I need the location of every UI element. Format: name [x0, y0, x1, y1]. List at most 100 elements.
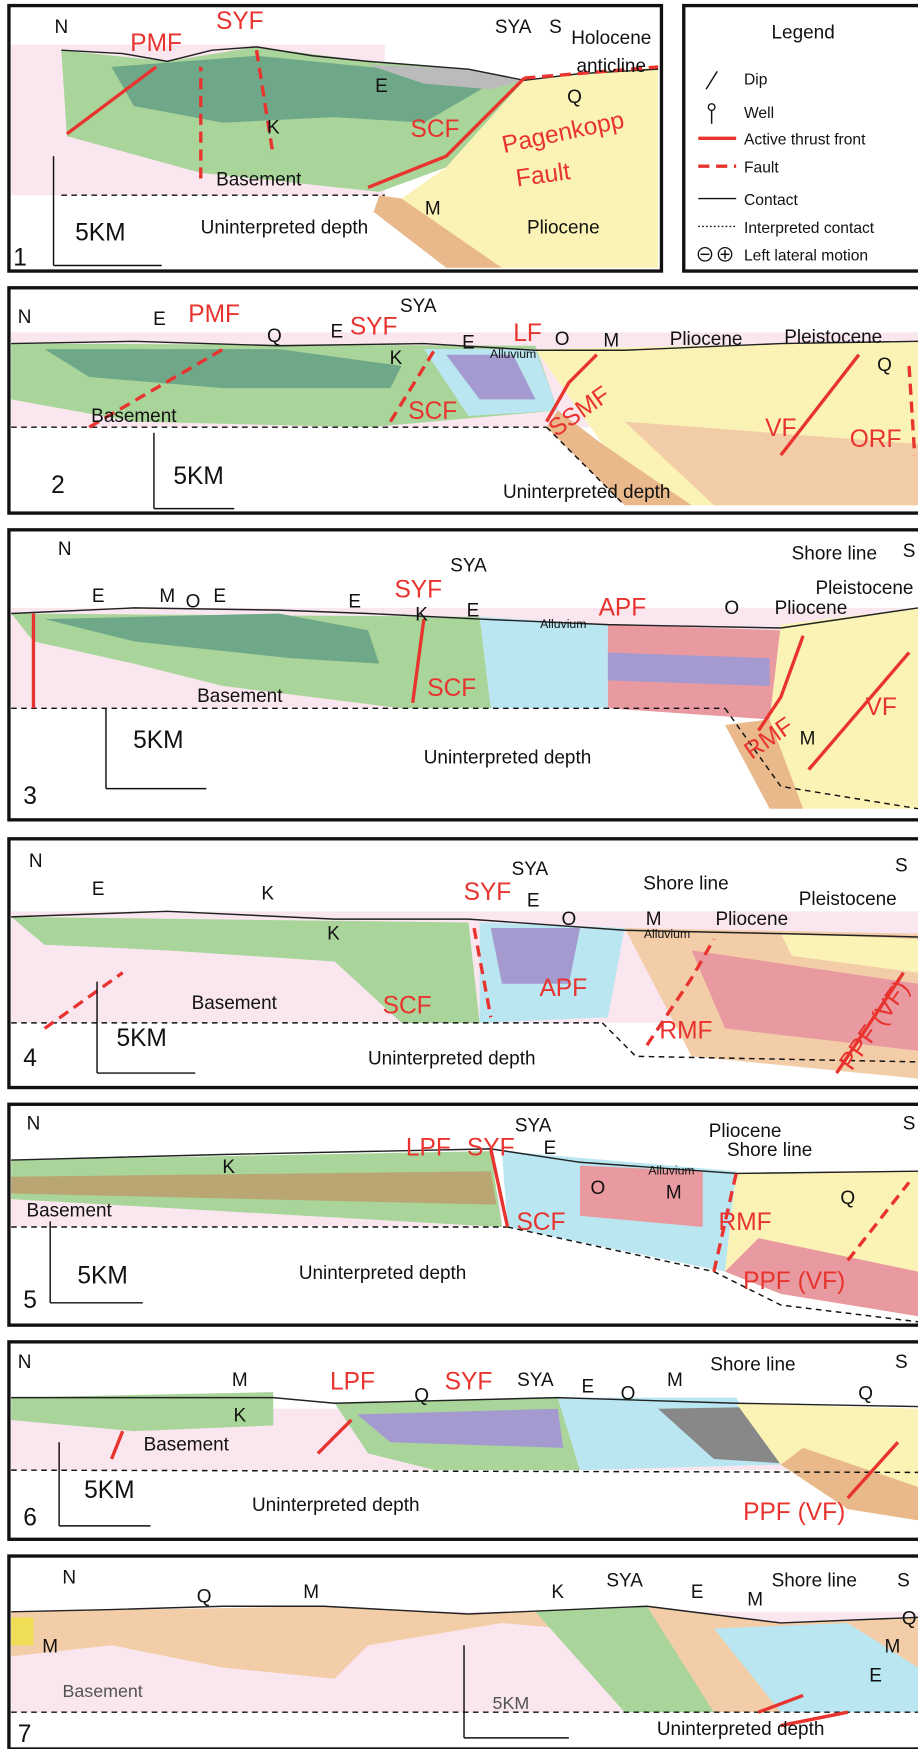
section-label: 5KM: [75, 220, 125, 247]
section-label: S: [897, 1571, 910, 1592]
section-label: Basement: [192, 993, 278, 1014]
section-label: 3: [23, 783, 37, 810]
section-label: M: [303, 1582, 319, 1603]
section-label: 5KM: [493, 1693, 530, 1713]
section-label: 5KM: [84, 1477, 134, 1504]
section-label: Q: [267, 326, 282, 347]
section-label: Shore line: [727, 1140, 812, 1161]
section-label: APF: [539, 975, 587, 1002]
legend-item: Dip: [744, 71, 768, 88]
section-label: SYA: [512, 859, 549, 880]
cross-sections: LegendDipWellActive thrust frontFaultCon…: [0, 0, 918, 1749]
section-label: Q: [840, 1188, 855, 1209]
section-label: N: [29, 851, 43, 872]
section-label: Pliocene: [670, 329, 743, 350]
legend-item: Contact: [744, 192, 798, 209]
section-label: M: [603, 330, 619, 351]
legend-item: Well: [744, 105, 774, 122]
section-label: SYA: [606, 1571, 643, 1592]
section-label: Shore line: [772, 1571, 857, 1592]
section-label: Uninterpreted depth: [252, 1495, 420, 1516]
section-label: 7: [18, 1721, 32, 1748]
section-label: PMF: [130, 30, 182, 57]
section-label: E: [544, 1138, 557, 1159]
section-label: E: [691, 1582, 704, 1603]
section-label: RMF: [659, 1017, 712, 1044]
section-label: K: [327, 924, 340, 945]
section-label: O: [621, 1383, 636, 1404]
section-label: PPF (VF): [743, 1268, 845, 1295]
section-label: Basement: [91, 406, 177, 427]
page: {"legend": {"title": "Legend", "items": …: [0, 0, 918, 1749]
section-label: E: [348, 591, 361, 612]
section-label: 1: [13, 244, 27, 271]
section-label: SYF: [394, 577, 442, 604]
section-label: S: [895, 856, 908, 877]
section-label: Pliocene: [715, 909, 788, 930]
section-label: Q: [902, 1609, 917, 1630]
section-label: E: [527, 890, 540, 911]
section-label: M: [800, 729, 816, 750]
section-label: E: [153, 309, 166, 330]
section-label: Pliocene: [709, 1121, 782, 1142]
section-label: 5KM: [77, 1263, 127, 1290]
section-label: Alluvium: [644, 927, 690, 941]
section-label: E: [467, 600, 480, 621]
section-label: M: [666, 1183, 682, 1204]
section-label: S: [895, 1352, 908, 1373]
section-label: Uninterpreted depth: [201, 218, 369, 239]
section-label: N: [18, 307, 32, 328]
section-label: 5: [23, 1287, 37, 1314]
section-label: 4: [23, 1045, 37, 1072]
section-label: Shore line: [643, 874, 728, 895]
legend-item: Fault: [744, 160, 779, 177]
section-label: PMF: [188, 301, 240, 328]
section-label: S: [549, 17, 562, 38]
section-label: Alluvium: [490, 347, 536, 361]
section-label: LPF: [406, 1134, 451, 1161]
section-label: Q: [197, 1586, 212, 1607]
section-label: SYF: [445, 1369, 493, 1396]
section-label: Uninterpreted depth: [299, 1263, 467, 1284]
section-label: O: [555, 329, 570, 350]
section-label: Basement: [144, 1435, 230, 1456]
section-label: M: [42, 1637, 58, 1658]
section-label: Q: [877, 355, 892, 376]
section-label: K: [233, 1406, 246, 1427]
section-label: S: [903, 541, 916, 562]
section-label: Basement: [62, 1681, 142, 1701]
section-label: O: [724, 598, 739, 619]
section-label: E: [213, 586, 226, 607]
section-label: M: [159, 586, 175, 607]
section-label: SYA: [450, 556, 487, 577]
section-label: S: [903, 1113, 916, 1134]
section-label: SYF: [350, 313, 398, 340]
section-label: 5KM: [173, 463, 223, 490]
section-label: Pleistocene: [815, 578, 913, 599]
section-label: K: [551, 1582, 564, 1603]
section-label: Uninterpreted depth: [657, 1719, 825, 1740]
section-label: E: [331, 321, 344, 342]
section-label: O: [561, 909, 576, 930]
section-label: Basement: [26, 1200, 112, 1221]
legend-item: Interpreted contact: [744, 220, 875, 237]
section-label: N: [55, 17, 69, 38]
section-label: M: [747, 1590, 763, 1611]
section-label: Holocene: [571, 28, 651, 49]
section-label: SYA: [515, 1116, 552, 1137]
section-label: E: [92, 879, 105, 900]
section-label: K: [390, 348, 403, 369]
section-label: E: [869, 1666, 882, 1687]
section-label: Uninterpreted depth: [368, 1049, 536, 1070]
section-label: Uninterpreted depth: [503, 482, 671, 503]
section-label: LPF: [330, 1369, 375, 1396]
section-label: LF: [513, 320, 542, 347]
section-label: SCF: [516, 1209, 565, 1236]
section-label: Alluvium: [540, 617, 586, 631]
section-label: E: [582, 1377, 595, 1398]
section-label: SYA: [400, 296, 437, 317]
section-label: Pliocene: [775, 598, 848, 619]
legend-item: Left lateral motion: [744, 248, 868, 265]
section-label: VF: [866, 694, 897, 721]
section-label: K: [415, 605, 428, 626]
